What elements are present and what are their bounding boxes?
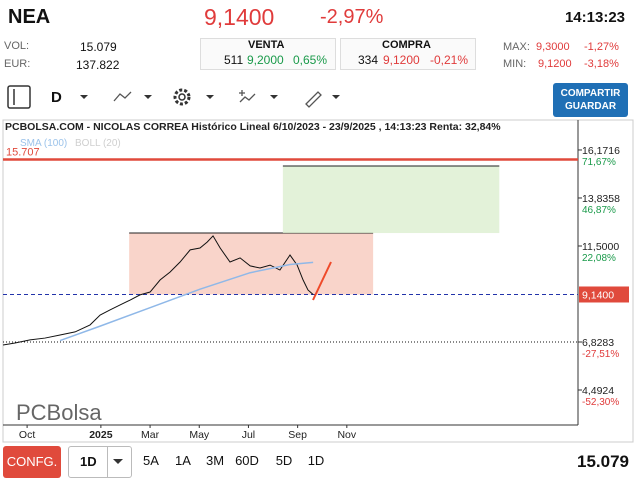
range-button[interactable]: 5D — [275, 453, 293, 468]
current-badge — [579, 286, 629, 303]
compra-pct: -0,21% — [430, 53, 469, 67]
eur: 137.822 — [76, 58, 120, 72]
caret — [80, 95, 88, 99]
price: 9,1400 — [204, 4, 275, 30]
line-icon[interactable] — [113, 91, 132, 102]
panel-icon[interactable] — [7, 85, 31, 109]
logo: PCBolsa — [16, 400, 102, 425]
y-tick-label: 11,5000 — [582, 241, 619, 253]
change: -2,97% — [320, 6, 384, 28]
caret — [206, 95, 214, 99]
trend-line — [312, 261, 332, 301]
indicator-label: BOLL (20) — [75, 138, 121, 149]
min-pct: -3,18% — [584, 58, 619, 70]
interval[interactable]: D — [51, 89, 62, 106]
min-label: MIN: — [503, 58, 527, 70]
range-button[interactable]: 1A — [175, 453, 191, 468]
x-tick-label: May — [189, 429, 210, 441]
divider — [107, 447, 108, 477]
caret — [144, 95, 152, 99]
y2-tick-label: 46,87% — [582, 205, 616, 216]
max-pct: -1,27% — [584, 41, 619, 53]
venta-price: 9,2000 — [247, 53, 284, 67]
venta-box — [200, 38, 336, 70]
compra-price: 9,1200 — [383, 53, 420, 67]
indicator-icon[interactable] — [239, 90, 256, 103]
y-tick-label: 16,1716 — [582, 145, 620, 157]
share-text: COMPARTIR — [560, 88, 621, 99]
share-button[interactable]: COMPARTIR GUARDAR — [553, 83, 628, 117]
save-text: GUARDAR — [564, 101, 617, 112]
venta-label: VENTA — [248, 39, 285, 51]
x-tick-label: Mar — [141, 429, 160, 441]
chart-frame — [2, 119, 634, 443]
y2-tick-label: -52,30% — [582, 397, 619, 408]
chart: PCBOLSA.COM - NICOLAS CORREA Histórico L… — [2, 119, 634, 443]
zone — [129, 233, 374, 295]
toolbar-icons — [7, 85, 340, 109]
x-tick-label: Nov — [337, 429, 356, 441]
plot: 16,1716 13,8358 11,5000 6,8283 4,4924 71,67% 4… — [2, 120, 629, 441]
vol-label: VOL: — [4, 40, 30, 52]
interval-value: 1D — [80, 454, 97, 469]
x-tick-label: Oct — [19, 429, 35, 441]
x-tick-label: 2025 — [89, 429, 113, 441]
range-button[interactable]: 5A — [143, 453, 159, 468]
y2-tick-label: 22,08% — [582, 253, 616, 264]
price-line — [59, 261, 314, 342]
symbol: NEA — [8, 6, 51, 28]
y-tick-label: 4,4924 — [582, 385, 614, 397]
venta-qty: 511 — [224, 53, 244, 67]
range-button[interactable]: 1D — [307, 453, 325, 468]
range-button[interactable]: 3M — [205, 453, 225, 468]
range-button[interactable]: 60D — [235, 453, 259, 468]
chart-title: PCBOLSA.COM - NICOLAS CORREA Histórico L… — [5, 121, 501, 133]
level-label: 15.707 — [6, 147, 40, 159]
min-price: 9,1200 — [538, 58, 572, 70]
config-button[interactable]: CONFG. — [3, 446, 61, 478]
draw-icon[interactable] — [305, 91, 322, 108]
price-line — [2, 235, 314, 346]
interval-select[interactable]: 1D — [68, 446, 132, 478]
eur-label: EUR: — [4, 58, 31, 70]
settings-icon[interactable] — [173, 88, 191, 106]
y2-tick-label: 71,67% — [582, 157, 616, 168]
compra-label: COMPRA — [382, 39, 431, 51]
venta-pct: 0,65% — [293, 53, 328, 67]
max-label: MAX: — [503, 41, 530, 53]
y-tick-label: 6,8283 — [582, 337, 614, 349]
caret — [113, 459, 123, 464]
x-tick-label: Sep — [288, 429, 307, 441]
time: 14:13:23 — [564, 9, 625, 26]
compra-box — [340, 38, 476, 70]
x-tick-label: Jul — [242, 429, 255, 441]
zone — [282, 166, 500, 234]
y2-tick-label: -27,51% — [582, 349, 619, 360]
icon-part — [178, 93, 186, 101]
vol: 15.079 — [80, 40, 117, 54]
max-price: 9,3000 — [536, 41, 570, 53]
indicator-label: SMA (100) — [20, 138, 67, 149]
y-tick-label: 13,8358 — [582, 193, 620, 205]
footer-volume: 15.079 — [577, 452, 629, 471]
current-label: 9,1400 — [582, 289, 614, 301]
compra-qty: 334 — [358, 53, 379, 67]
caret — [332, 95, 340, 99]
caret — [270, 95, 278, 99]
